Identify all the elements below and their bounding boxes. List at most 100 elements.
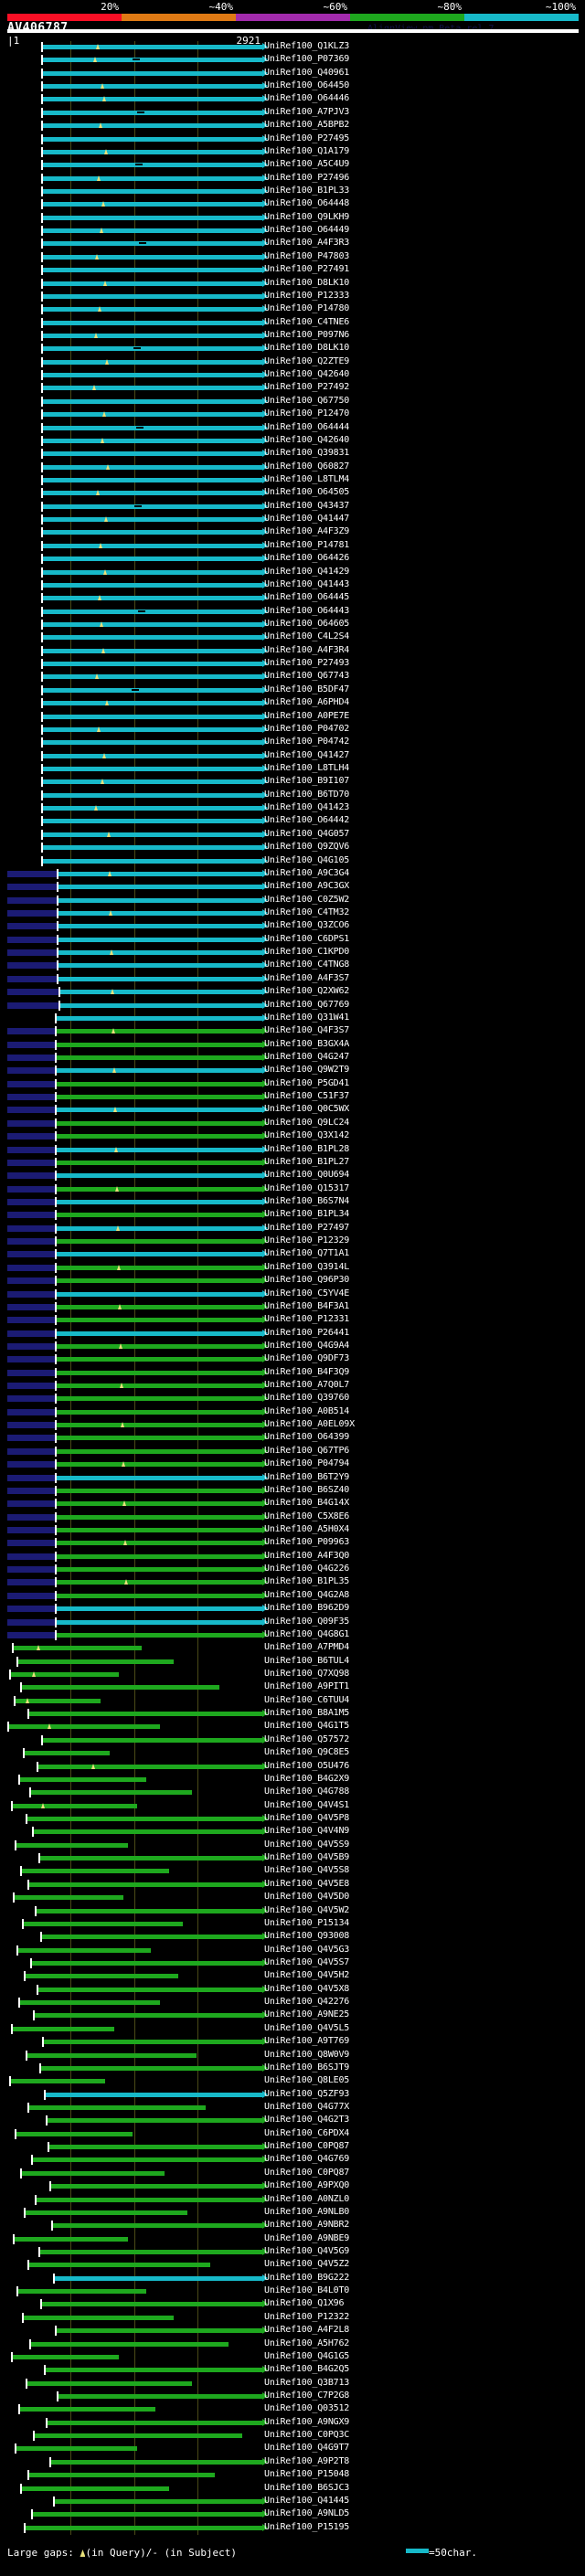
alignment-row[interactable]: UniRef100_Q67TP6 xyxy=(0,1446,585,1458)
alignment-row[interactable]: UniRef100_Q42276 xyxy=(0,1997,585,2009)
alignment-row[interactable]: UniRef100_A9NE25 xyxy=(0,2009,585,2021)
hit-label[interactable]: UniRef100_Q4G788 xyxy=(264,1786,350,1797)
alignment-row[interactable]: UniRef100_Q4G226 xyxy=(0,1564,585,1575)
hit-label[interactable]: UniRef100_Q4G1G5 xyxy=(264,2351,350,2361)
hit-label[interactable]: UniRef100_O64442 xyxy=(264,815,350,825)
alignment-row[interactable]: UniRef100_B4G2X9 xyxy=(0,1774,585,1786)
hit-label[interactable]: UniRef100_Q41447 xyxy=(264,514,350,524)
alignment-row[interactable]: UniRef100_Q9LKH9 xyxy=(0,212,585,224)
hit-label[interactable]: UniRef100_Q3B713 xyxy=(264,2378,350,2388)
hit-label[interactable]: UniRef100_Q96P30 xyxy=(264,1275,350,1285)
alignment-row[interactable]: UniRef100_Q4V5H2 xyxy=(0,1970,585,1982)
hit-label[interactable]: UniRef100_P04794 xyxy=(264,1458,350,1468)
hit-label[interactable]: UniRef100_Q4V5B9 xyxy=(264,1852,350,1862)
hit-label[interactable]: UniRef100_B9I107 xyxy=(264,776,350,786)
alignment-row[interactable]: UniRef100_Q7T1A1 xyxy=(0,1248,585,1260)
alignment-row[interactable]: UniRef100_Q4V5S9 xyxy=(0,1839,585,1851)
alignment-row[interactable]: UniRef100_B962D9 xyxy=(0,1603,585,1615)
hit-label[interactable]: UniRef100_O64449 xyxy=(264,225,350,235)
hit-label[interactable]: UniRef100_Q4G9A4 xyxy=(264,1341,350,1351)
alignment-row[interactable]: UniRef100_Q4V5S7 xyxy=(0,1957,585,1969)
hit-label[interactable]: UniRef100_P097N6 xyxy=(264,330,350,340)
alignment-row[interactable]: UniRef100_A4F3Z9 xyxy=(0,526,585,538)
alignment-row[interactable]: UniRef100_B6TD70 xyxy=(0,790,585,801)
hit-label[interactable]: UniRef100_A9T769 xyxy=(264,2036,350,2046)
hit-label[interactable]: UniRef100_A9PXQ0 xyxy=(264,2180,350,2190)
alignment-row[interactable]: UniRef100_Q4G8G1 xyxy=(0,1629,585,1641)
hit-label[interactable]: UniRef100_A9NLB0 xyxy=(264,2207,350,2217)
hit-label[interactable]: UniRef100_B1PL28 xyxy=(264,1144,350,1154)
hit-label[interactable]: UniRef100_B9G222 xyxy=(264,2273,350,2283)
alignment-row[interactable]: UniRef100_P12333 xyxy=(0,291,585,302)
alignment-row[interactable]: UniRef100_P09963 xyxy=(0,1537,585,1549)
hit-label[interactable]: UniRef100_C7P2G8 xyxy=(264,2390,350,2401)
alignment-row[interactable]: UniRef100_O64426 xyxy=(0,553,585,565)
alignment-row[interactable]: UniRef100_C6DPS1 xyxy=(0,934,585,946)
alignment-row[interactable]: UniRef100_A9PXQ0 xyxy=(0,2180,585,2192)
hit-label[interactable]: UniRef100_A7Q0L7 xyxy=(264,1380,350,1390)
alignment-row[interactable]: UniRef100_Q4G769 xyxy=(0,2154,585,2166)
alignment-row[interactable]: UniRef100_P27493 xyxy=(0,658,585,670)
hit-label[interactable]: UniRef100_Q41445 xyxy=(264,2496,350,2506)
hit-label[interactable]: UniRef100_P15134 xyxy=(264,1918,350,1928)
alignment-row[interactable]: UniRef100_Q2ZTE9 xyxy=(0,356,585,368)
hit-label[interactable]: UniRef100_C0PQ87 xyxy=(264,2168,350,2178)
alignment-row[interactable]: UniRef100_A0NZL0 xyxy=(0,2194,585,2206)
hit-label[interactable]: UniRef100_Q3ZCO6 xyxy=(264,920,350,930)
hit-label[interactable]: UniRef100_Q42640 xyxy=(264,369,350,379)
alignment-row[interactable]: UniRef100_Q4G9A4 xyxy=(0,1341,585,1352)
alignment-row[interactable]: UniRef100_Q9ZQV6 xyxy=(0,842,585,853)
hit-label[interactable]: UniRef100_P07369 xyxy=(264,54,350,64)
alignment-row[interactable]: UniRef100_C6TUU4 xyxy=(0,1695,585,1707)
hit-label[interactable]: UniRef100_C6PDX4 xyxy=(264,2128,350,2138)
alignment-row[interactable]: UniRef100_Q4V5P8 xyxy=(0,1813,585,1825)
alignment-row[interactable]: UniRef100_C0PQ87 xyxy=(0,2141,585,2153)
alignment-row[interactable]: UniRef100_A7Q0L7 xyxy=(0,1380,585,1392)
hit-label[interactable]: UniRef100_Q7T1A1 xyxy=(264,1248,350,1258)
alignment-row[interactable]: UniRef100_P27491 xyxy=(0,264,585,276)
hit-label[interactable]: UniRef100_Q4V5S8 xyxy=(264,1865,350,1875)
hit-label[interactable]: UniRef100_Q4G057 xyxy=(264,829,350,839)
alignment-row[interactable]: UniRef100_A5BPB2 xyxy=(0,120,585,132)
alignment-row[interactable]: UniRef100_Q0U694 xyxy=(0,1170,585,1182)
hit-label[interactable]: UniRef100_P04742 xyxy=(264,737,350,747)
hit-label[interactable]: UniRef100_P12331 xyxy=(264,1314,350,1324)
hit-label[interactable]: UniRef100_O64450 xyxy=(264,80,350,90)
alignment-row[interactable]: UniRef100_C5YV4E xyxy=(0,1288,585,1300)
alignment-row[interactable]: UniRef100_B1PL28 xyxy=(0,1144,585,1156)
alignment-row[interactable]: UniRef100_A6PHD4 xyxy=(0,697,585,709)
hit-label[interactable]: UniRef100_C4TNE6 xyxy=(264,317,350,327)
alignment-row[interactable]: UniRef100_P15134 xyxy=(0,1918,585,1930)
hit-label[interactable]: UniRef100_C6TUU4 xyxy=(264,1695,350,1705)
alignment-row[interactable]: UniRef100_C51F37 xyxy=(0,1091,585,1103)
alignment-row[interactable]: UniRef100_C5X8E6 xyxy=(0,1511,585,1523)
hit-label[interactable]: UniRef100_Q4V4N9 xyxy=(264,1826,350,1836)
hit-label[interactable]: UniRef100_Q4V4S1 xyxy=(264,1800,350,1810)
alignment-row[interactable]: UniRef100_C4TNE6 xyxy=(0,317,585,329)
alignment-row[interactable]: UniRef100_Q5ZF93 xyxy=(0,2089,585,2101)
hit-label[interactable]: UniRef100_P27497 xyxy=(264,1223,350,1233)
hit-label[interactable]: UniRef100_B8A1M5 xyxy=(264,1708,350,1718)
hit-label[interactable]: UniRef100_Q0U694 xyxy=(264,1170,350,1180)
hit-label[interactable]: UniRef100_Q4V5Z2 xyxy=(264,2259,350,2269)
hit-label[interactable]: UniRef100_A4F3S7 xyxy=(264,973,350,983)
alignment-row[interactable]: UniRef100_B6S7N4 xyxy=(0,1196,585,1208)
hit-label[interactable]: UniRef100_P12333 xyxy=(264,291,350,301)
alignment-row[interactable]: UniRef100_P27496 xyxy=(0,173,585,185)
hit-label[interactable]: UniRef100_A4F2L8 xyxy=(264,2325,350,2335)
hit-label[interactable]: UniRef100_D8LK10 xyxy=(264,278,350,288)
alignment-row[interactable]: UniRef100_A9T769 xyxy=(0,2036,585,2048)
hit-label[interactable]: UniRef100_O64448 xyxy=(264,198,350,208)
alignment-row[interactable]: UniRef100_A5H0X4 xyxy=(0,1524,585,1536)
hit-label[interactable]: UniRef100_O64443 xyxy=(264,606,350,616)
hit-label[interactable]: UniRef100_P15048 xyxy=(264,2469,350,2479)
alignment-row[interactable]: UniRef100_Q2XW62 xyxy=(0,986,585,998)
hit-label[interactable]: UniRef100_B1PL35 xyxy=(264,1576,350,1586)
alignment-row[interactable]: UniRef100_O64450 xyxy=(0,80,585,92)
alignment-row[interactable]: UniRef100_P12329 xyxy=(0,1235,585,1247)
alignment-row[interactable]: UniRef100_P26441 xyxy=(0,1328,585,1340)
hit-label[interactable]: UniRef100_B3GX4A xyxy=(264,1039,350,1049)
alignment-row[interactable]: UniRef100_P04794 xyxy=(0,1458,585,1470)
hit-label[interactable]: UniRef100_Q9ZQV6 xyxy=(264,842,350,852)
hit-label[interactable]: UniRef100_Q4V5P8 xyxy=(264,1813,350,1823)
